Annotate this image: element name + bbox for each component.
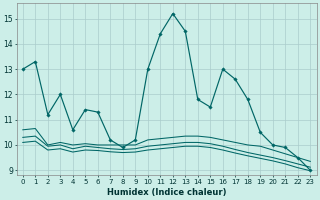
X-axis label: Humidex (Indice chaleur): Humidex (Indice chaleur) [107,188,226,197]
